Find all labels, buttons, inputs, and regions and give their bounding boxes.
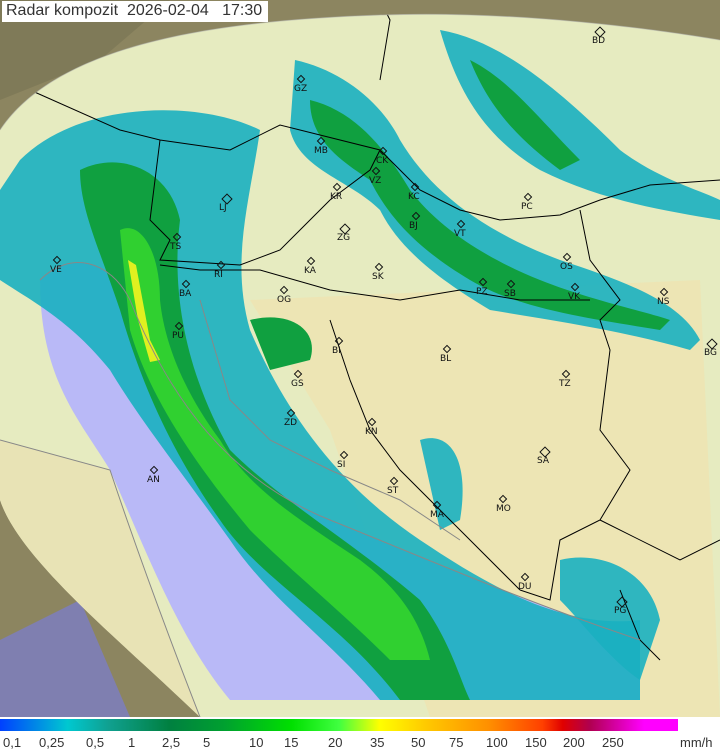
city-label: BG [704,348,717,358]
city-label: SB [504,289,516,299]
city-label: ZD [284,418,298,428]
legend-label: 0,5 [86,735,105,750]
city-label: SK [372,272,384,282]
city-label: LJ [219,203,227,213]
legend-label: 20 [328,735,343,750]
city-label: GZ [294,84,308,94]
legend-label: 5 [203,735,211,750]
city-label: TZ [559,379,571,389]
city-label: AN [147,475,160,485]
city-label: KR [330,192,343,202]
legend-label: 250 [602,735,624,750]
city-label: KN [365,427,378,437]
city-label: PU [172,331,185,341]
map-canvas [0,0,720,718]
city-label: RI [214,270,223,280]
country-borders [29,14,720,661]
city-label: NS [657,297,670,307]
city-label: PC [521,202,533,212]
legend-label: 35 [370,735,385,750]
city-label: SA [537,456,550,466]
city-label: BL [440,354,452,364]
legend-label: 10 [249,735,264,750]
city-label: PG [614,606,627,616]
legend-color-bar [0,719,678,731]
legend-label: 1 [128,735,136,750]
city-label: BI [332,346,341,356]
city-label: GS [291,379,304,389]
city-label: VK [568,292,581,302]
legend-label: 100 [486,735,508,750]
city-label: OS [560,262,573,272]
radar-echoes [0,30,720,700]
city-label: BA [179,289,192,299]
city-label: TS [170,242,182,252]
city-label: VT [454,229,466,239]
title-date: 2026-02-04 [126,2,209,19]
city-label: MO [496,504,511,514]
city-label: MA [430,510,444,520]
legend-label: 2,5 [162,735,181,750]
legend-label: 200 [563,735,585,750]
city-label: SI [337,460,346,470]
city-label: OG [277,295,292,305]
city-label: CK [376,156,389,166]
city-label: KA [304,266,316,276]
legend-label: 0,1 [3,735,22,750]
city-label: ST [387,486,399,496]
legend-unit: mm/h [680,735,713,750]
city-label: VZ [369,176,382,186]
city-label: BJ [409,221,418,231]
title-text: Radar kompozit [6,2,119,19]
city-label: ZG [337,233,351,243]
legend-label: 0,25 [39,735,65,750]
radar-title: Radar kompozit 2026-02-04 17:30 [2,1,269,22]
city-label: MB [314,146,328,156]
coastline [0,262,641,718]
radar-map [0,0,720,718]
city-label: VE [50,265,62,275]
city-label: BD [592,36,606,46]
city-label: PZ [476,287,488,297]
legend-label: 50 [411,735,426,750]
legend-label: 150 [525,735,547,750]
city-label: DU [518,582,532,592]
legend-label: 15 [284,735,299,750]
legend-label: 75 [449,735,464,750]
city-label: KC [408,192,420,202]
title-time: 17:30 [222,2,263,19]
